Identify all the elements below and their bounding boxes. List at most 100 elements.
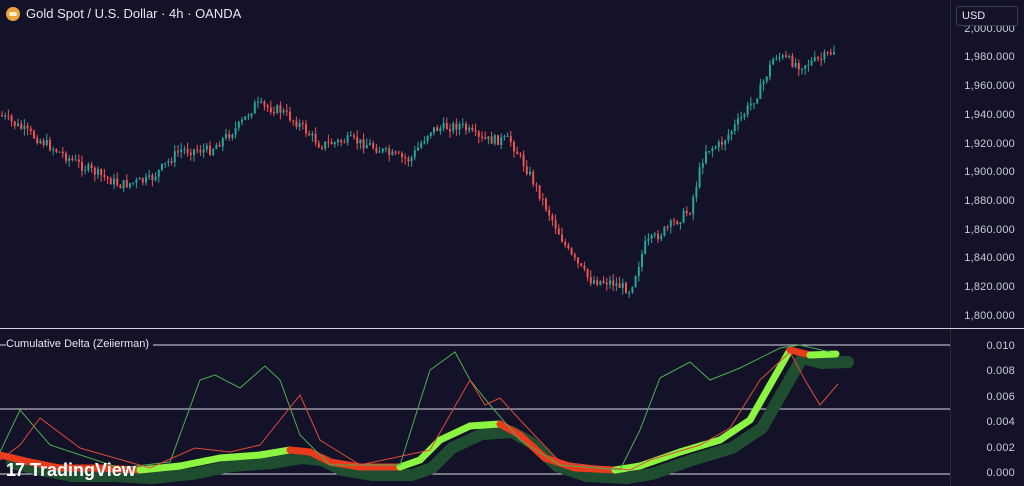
candle-body xyxy=(433,127,435,133)
candle-body xyxy=(228,133,231,139)
candle-body xyxy=(545,198,547,210)
candle-body xyxy=(759,84,762,99)
candle-body xyxy=(452,123,455,132)
candle-body xyxy=(327,141,330,143)
pane-divider[interactable] xyxy=(0,328,1024,329)
candle-body xyxy=(653,233,656,236)
candle-body xyxy=(570,248,573,255)
candle-body xyxy=(541,198,544,200)
candle-body xyxy=(234,127,237,135)
candle-body xyxy=(100,169,103,176)
candle-body xyxy=(676,221,679,224)
candlestick-chart[interactable] xyxy=(0,0,950,330)
candle-body xyxy=(177,151,179,153)
candle-body xyxy=(397,152,400,154)
candle-body xyxy=(349,135,352,137)
candle-body xyxy=(484,137,487,139)
candle-body xyxy=(689,213,691,215)
candle-body xyxy=(311,133,314,136)
candle-body xyxy=(154,176,157,180)
candle-body xyxy=(199,150,202,153)
candle-body xyxy=(260,101,263,103)
candle-body xyxy=(356,136,359,144)
candle-body xyxy=(289,111,291,121)
candle-body xyxy=(609,280,611,285)
candle-body xyxy=(618,283,621,288)
symbol-header[interactable]: Gold Spot / U.S. Dollar · 4h · OANDA xyxy=(6,6,241,21)
price-tick: 1,880.000 xyxy=(964,195,1015,207)
candle-body xyxy=(781,55,784,58)
delta-ribbon-segment xyxy=(436,422,474,444)
main-chart-pane[interactable] xyxy=(0,0,950,486)
candle-body xyxy=(493,135,496,144)
candle-body xyxy=(740,117,743,119)
indicator-tick: 0.000 xyxy=(986,467,1015,479)
delta-ribbon-segment xyxy=(716,416,754,444)
candle-body xyxy=(564,241,567,246)
candle-body xyxy=(231,134,234,139)
candle-body xyxy=(1,115,3,117)
delta-ribbon-segment xyxy=(306,448,334,466)
price-tick: 1,800.000 xyxy=(964,310,1015,322)
candle-body xyxy=(295,120,298,127)
candle-body xyxy=(449,129,451,132)
candle-body xyxy=(615,283,618,286)
delta-ribbon-segment xyxy=(136,462,184,474)
candle-body xyxy=(129,183,131,188)
candle-body xyxy=(391,151,394,155)
price-tick: 2,000.000 xyxy=(964,23,1015,35)
candle-body xyxy=(10,116,13,122)
candle-body xyxy=(586,268,589,278)
candle-body xyxy=(365,144,368,149)
candle-body xyxy=(276,105,279,114)
candle-body xyxy=(471,127,474,131)
price-axis[interactable]: 2,000.000 1,980.000 1,960.000 1,940.000 … xyxy=(950,0,1024,486)
candle-body xyxy=(788,55,791,57)
candle-body xyxy=(161,163,163,170)
candle-body xyxy=(148,175,151,177)
delta-ribbon-segment xyxy=(676,436,724,456)
candle-body xyxy=(730,131,733,135)
candle-body xyxy=(682,210,685,223)
candle-body xyxy=(660,235,663,240)
candle-body xyxy=(573,254,576,258)
candle-body xyxy=(532,171,535,185)
delta-ribbon-segment xyxy=(636,448,684,470)
candle-body xyxy=(513,142,515,152)
candle-body xyxy=(353,135,355,137)
candle-body xyxy=(509,135,512,143)
candle-body xyxy=(711,148,714,152)
candle-body xyxy=(455,123,458,130)
candle-body xyxy=(141,178,144,183)
candle-body xyxy=(308,133,311,136)
candle-body xyxy=(215,144,218,150)
candle-body xyxy=(519,154,522,156)
gold-bar-icon xyxy=(6,6,20,21)
currency-button[interactable]: USD xyxy=(956,6,1018,26)
candle-body xyxy=(33,131,35,138)
candle-body xyxy=(58,151,61,153)
candle-body xyxy=(305,124,307,134)
candle-body xyxy=(628,292,631,294)
price-tick: 1,860.000 xyxy=(964,224,1015,236)
symbol-title[interactable]: Gold Spot / U.S. Dollar · 4h · OANDA xyxy=(26,6,242,21)
candle-body xyxy=(42,140,45,145)
candle-body xyxy=(596,280,599,285)
candle-body xyxy=(801,68,803,70)
indicator-label[interactable]: Cumulative Delta (Zeiierman) xyxy=(6,338,154,350)
indicator-pane[interactable] xyxy=(0,0,950,486)
candle-body xyxy=(321,147,323,149)
candle-body xyxy=(263,101,266,106)
candle-body xyxy=(90,164,93,168)
indicator-tick: 0.010 xyxy=(986,340,1015,352)
candle-body xyxy=(173,151,176,163)
candle-body xyxy=(84,170,87,172)
candle-body xyxy=(554,220,557,229)
candle-body xyxy=(820,59,823,61)
candle-body xyxy=(241,119,243,122)
candle-body xyxy=(477,131,480,137)
candle-body xyxy=(74,159,77,161)
candle-body xyxy=(362,139,365,149)
candle-body xyxy=(538,185,541,199)
candle-body xyxy=(679,222,682,224)
